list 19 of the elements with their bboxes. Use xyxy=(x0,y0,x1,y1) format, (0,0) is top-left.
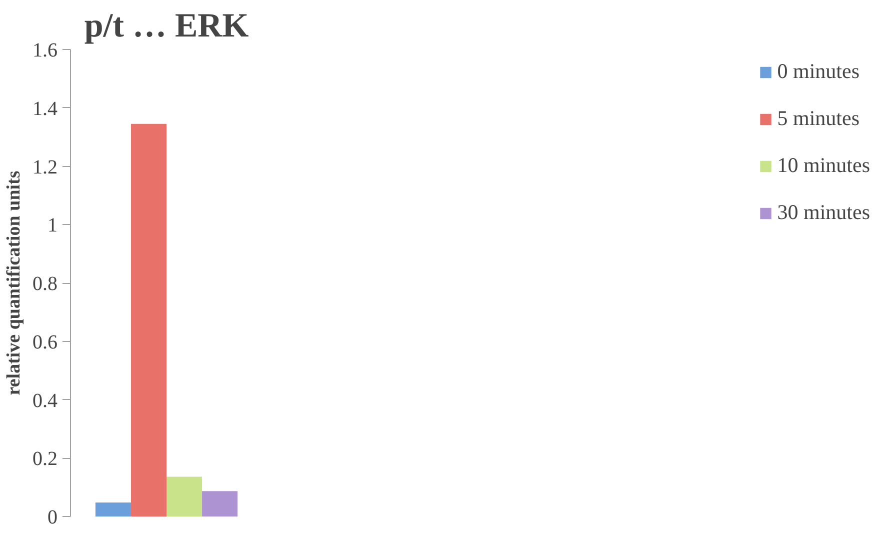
y-tick-label: 0.8 xyxy=(32,273,58,295)
y-tick-label: 0 xyxy=(48,506,58,528)
legend-label: 0 minutes xyxy=(777,59,860,84)
bar xyxy=(95,502,131,516)
y-tick-label: 0.6 xyxy=(32,331,58,354)
y-tick-label: 0.4 xyxy=(32,390,58,412)
y-tick-label: 1.6 xyxy=(32,40,58,62)
chart-title: p/t … ERK xyxy=(84,8,250,44)
y-tick-label: 1.4 xyxy=(32,98,58,120)
y-axis-title: relative quantification units xyxy=(4,170,24,396)
bar xyxy=(130,124,166,516)
y-tick-label: 0.2 xyxy=(32,448,58,470)
legend-label: 30 minutes xyxy=(777,200,870,225)
bar xyxy=(166,476,202,516)
y-tick-label: 1 xyxy=(48,214,58,237)
legend-label: 5 minutes xyxy=(777,106,860,131)
y-tick-label: 1.2 xyxy=(32,156,58,178)
bar xyxy=(202,491,238,516)
legend-label: 10 minutes xyxy=(777,153,870,178)
